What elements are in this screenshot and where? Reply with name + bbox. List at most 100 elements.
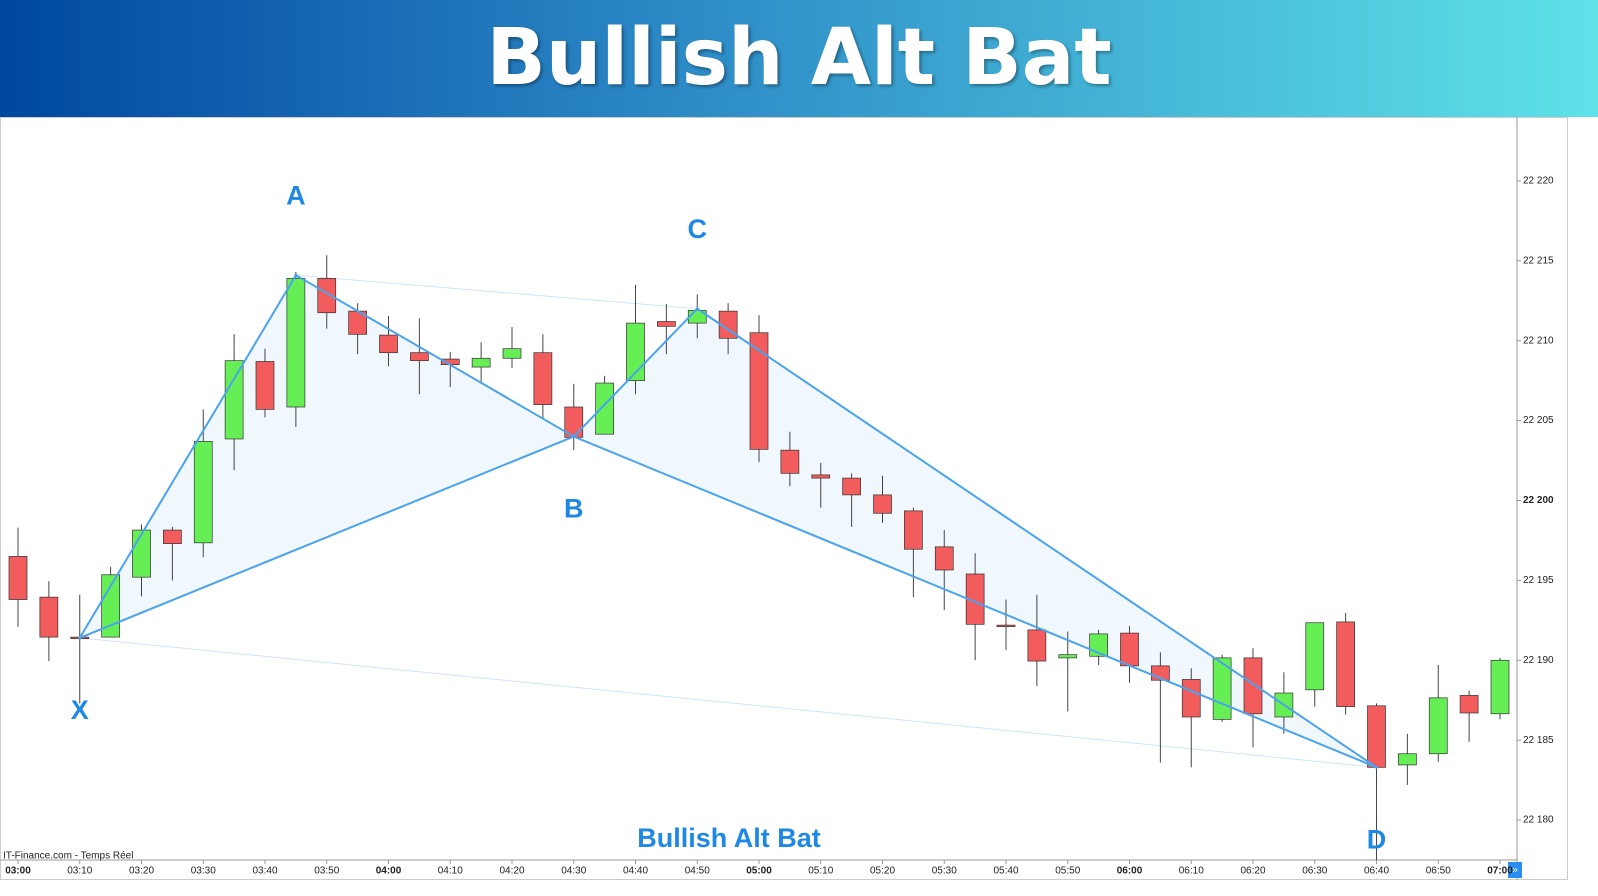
candle-down (1336, 621, 1355, 707)
candle-down (163, 529, 182, 544)
y-tick-label: 22 210 (1523, 335, 1554, 346)
x-tick-label: 04:40 (623, 866, 648, 877)
x-tick-label: 06:20 (1240, 866, 1265, 877)
x-tick-label: 05:40 (993, 866, 1018, 877)
candle-down (657, 321, 676, 327)
x-tick-label: 03:20 (129, 866, 154, 877)
x-tick-label: 04:30 (561, 866, 586, 877)
pattern-point (294, 273, 298, 277)
candle-up (224, 360, 244, 440)
x-tick-label: 05:10 (808, 866, 833, 877)
pattern-label: X (71, 695, 89, 725)
candle-down (1459, 695, 1479, 714)
pattern-fill (573, 308, 1377, 768)
y-tick-label: 22 215 (1523, 255, 1554, 266)
candle-down (410, 352, 429, 362)
pattern-label: B (564, 494, 584, 524)
candle-down (904, 510, 923, 550)
x-tick-label: 05:30 (932, 866, 957, 877)
x-tick-label: 04:00 (376, 866, 402, 877)
candle-down (1181, 679, 1201, 718)
candle-down (1027, 629, 1047, 662)
x-tick-label: 03:00 (5, 866, 31, 877)
candle-down (533, 352, 553, 405)
y-tick-label: 22 200 (1523, 495, 1554, 506)
pattern-leg (573, 308, 698, 438)
candle-up (286, 278, 306, 408)
pattern-leg (295, 274, 575, 438)
scroll-button[interactable] (1508, 862, 1522, 878)
pattern-leg (79, 435, 575, 639)
x-tick-label: 06:50 (1426, 866, 1451, 877)
pattern-point (695, 307, 699, 311)
pattern-fill (79, 275, 574, 638)
x-tick-label: 03:50 (314, 866, 339, 877)
y-tick-label: 22 180 (1523, 815, 1554, 826)
pattern-leg (696, 307, 1378, 769)
pattern-label: C (688, 214, 708, 244)
candle-down (39, 596, 59, 638)
candle-up (1305, 622, 1325, 691)
pattern-guide (295, 274, 698, 310)
x-tick-label: 06:00 (1117, 866, 1143, 877)
x-tick-label: 03:10 (67, 866, 92, 877)
candle-down (1120, 632, 1139, 667)
candle-down (996, 624, 1016, 627)
scroll-icon: » (1512, 865, 1518, 876)
pattern-leg (573, 435, 1377, 769)
pattern-label: A (286, 180, 306, 210)
candle-down (873, 494, 892, 514)
y-tick-label: 22 185 (1523, 735, 1554, 746)
candle-down (1243, 657, 1263, 715)
x-tick-label: 05:00 (746, 866, 772, 877)
candle-down (317, 278, 337, 314)
candle-up (1490, 659, 1510, 715)
pattern-point (1375, 765, 1378, 769)
x-tick-label: 06:30 (1302, 866, 1327, 877)
y-tick-label: 22 220 (1523, 176, 1554, 187)
pattern-leg (78, 274, 297, 639)
candle-down (842, 477, 861, 496)
annotation: Bullish Alt Bat (637, 823, 821, 853)
x-tick-label: 06:40 (1364, 866, 1389, 877)
pattern-label: D (1367, 824, 1387, 854)
candle-up (132, 529, 151, 578)
header: Bullish Alt Bat (0, 0, 1598, 117)
x-tick-label: 04:50 (685, 866, 710, 877)
candle-up (1398, 753, 1417, 766)
candle-up (626, 322, 645, 381)
x-tick-label: 03:30 (191, 866, 216, 877)
candle-down (255, 361, 275, 410)
candle-down (379, 334, 398, 354)
x-tick-label: 06:10 (1179, 866, 1204, 877)
candle-down (811, 474, 831, 479)
x-tick-label: 05:20 (870, 866, 895, 877)
candle-up (193, 441, 213, 544)
x-tick-label: 04:20 (499, 866, 524, 877)
page-title: Bullish Alt Bat (486, 13, 1112, 103)
candle-up (595, 382, 614, 435)
candle-up (1212, 657, 1232, 720)
x-tick-label: 03:40 (252, 866, 277, 877)
y-tick-label: 22 195 (1523, 575, 1554, 586)
candle-up (1058, 654, 1078, 659)
x-tick-label: 07:00 (1487, 866, 1513, 877)
candle-up (502, 348, 522, 359)
y-tick-label: 22 190 (1523, 655, 1554, 666)
candle-up (101, 574, 120, 638)
x-tick-label: 04:10 (438, 866, 463, 877)
candle-down (8, 556, 28, 600)
pattern-point (78, 636, 82, 640)
y-tick-label: 22 205 (1523, 415, 1554, 426)
candle-up (1428, 697, 1448, 755)
candle-down (749, 332, 769, 450)
candle-down (934, 546, 954, 571)
candle-down (1367, 705, 1386, 768)
source-text: IT-Finance.com - Temps Réel (3, 851, 133, 862)
candle-up (471, 357, 491, 368)
x-tick-label: 05:50 (1055, 866, 1080, 877)
pattern-point (572, 435, 576, 439)
chart-frame (0, 117, 1568, 880)
